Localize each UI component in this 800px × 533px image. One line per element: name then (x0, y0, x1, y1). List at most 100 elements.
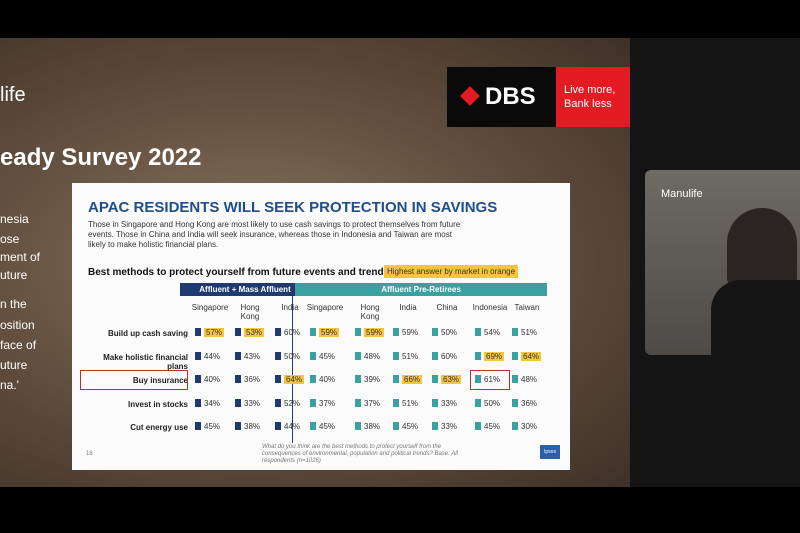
cell: 50% (432, 328, 457, 337)
cell: 45% (310, 422, 335, 431)
tagline: Bank less (564, 98, 612, 110)
tagline: Live more, (564, 84, 616, 96)
cell-value: 61% (484, 375, 501, 384)
left-text-line: uture (0, 268, 28, 282)
cell: 60% (275, 328, 300, 337)
cell-value: 54% (484, 328, 501, 337)
slide-card: APAC RESIDENTS WILL SEEK PROTECTION IN S… (72, 183, 570, 470)
cell-value: 36% (521, 398, 538, 408)
cell-value: 43% (244, 351, 261, 361)
cell-icon (475, 375, 481, 383)
note: Highest answer by market in orange (384, 265, 519, 278)
cell: 45% (310, 351, 335, 361)
logo-icon (460, 86, 480, 106)
cell-icon (475, 398, 481, 407)
cell-icon (432, 375, 438, 383)
cell: 57% (195, 328, 225, 337)
logo-box: DBS (447, 67, 556, 127)
cell: 44% (195, 351, 221, 361)
column-header: Indonesia (472, 303, 508, 312)
cell-value: 34% (204, 398, 221, 408)
cell: 64% (275, 375, 305, 384)
cell-icon (432, 422, 438, 430)
cell-icon (310, 422, 316, 430)
cell-value: 37% (319, 398, 336, 408)
row-label: Make holistic financial plans (103, 352, 188, 371)
cell-value: 33% (244, 398, 261, 408)
cell-icon (275, 328, 281, 336)
cell-value: 45% (319, 422, 336, 431)
highlight-box (470, 370, 510, 390)
video-tile: Manulife (645, 170, 800, 355)
left-text-line: n the (0, 297, 27, 311)
cell-value: 45% (402, 422, 419, 431)
cell-value: 59% (364, 328, 385, 337)
cell: 54% (475, 328, 500, 337)
column-header: Taiwan (514, 303, 540, 312)
cell: 38% (355, 422, 380, 431)
participant-name: Manulife (661, 188, 703, 200)
column-header: India (281, 303, 299, 312)
cell-value: 52% (284, 398, 301, 408)
cell-icon (393, 351, 399, 360)
cell: 45% (475, 422, 500, 431)
cell-icon (512, 375, 518, 383)
cell: 36% (235, 375, 260, 384)
left-text-line: nesia (0, 212, 29, 226)
cell: 36% (512, 398, 538, 408)
left-text-line: ose (0, 232, 20, 246)
cell-value: 44% (284, 422, 301, 431)
group-header: Affluent Pre-Retirees (295, 283, 547, 296)
cell-value: 50% (284, 351, 301, 361)
column-header: China (436, 303, 458, 312)
cell-value: 59% (402, 328, 419, 337)
cell-icon (310, 351, 316, 360)
cell-value: 51% (402, 351, 419, 361)
page-number: 16 (86, 451, 93, 457)
cell-value: 38% (244, 422, 261, 431)
column-header: Hong Kong (240, 303, 260, 321)
cell: 50% (475, 398, 500, 408)
cell-icon (512, 422, 518, 430)
cell-icon (355, 375, 361, 383)
cell-icon (475, 351, 481, 360)
cell: 50% (275, 351, 301, 361)
cell: 45% (393, 422, 418, 431)
cell: 51% (512, 328, 537, 337)
logo-name: DBS (485, 83, 536, 110)
cell-value: 51% (521, 328, 538, 337)
cell-icon (275, 351, 281, 360)
cell: 63% (432, 375, 462, 384)
source-logo: Ipsos (540, 445, 560, 459)
cell-value: 48% (521, 375, 538, 384)
cell: 69% (475, 351, 505, 361)
cell-value: 40% (319, 375, 336, 384)
cell-icon (432, 351, 438, 360)
cell-value: 57% (204, 328, 225, 337)
cell-icon (195, 328, 201, 336)
cell-value: 60% (441, 351, 458, 361)
cell-value: 60% (284, 328, 301, 337)
slide-description: Those in Singapore and Hong Kong are mos… (88, 220, 461, 249)
cell: 33% (235, 398, 261, 408)
cell-value: 44% (204, 351, 221, 361)
cell: 40% (310, 375, 335, 384)
cell-icon (475, 328, 481, 336)
cell: 45% (195, 422, 220, 431)
column-header: Hong Kong (360, 303, 380, 321)
cell-value: 50% (441, 328, 458, 337)
column-header: Singapore (191, 303, 229, 312)
row-label: Invest in stocks (127, 399, 188, 409)
cell: 39% (355, 375, 380, 384)
cell-icon (355, 422, 361, 430)
cell-icon (512, 398, 518, 407)
cell-icon (275, 398, 281, 407)
logo-tagline-box: Live more, Bank less (556, 67, 630, 127)
cell: 34% (195, 398, 221, 408)
cell-icon (310, 375, 316, 383)
cell: 44% (275, 422, 300, 431)
heading: eady Survey 2022 (0, 144, 202, 171)
cell-value: 33% (441, 398, 458, 408)
question: Best methods to protect yourself from fu… (88, 267, 396, 278)
